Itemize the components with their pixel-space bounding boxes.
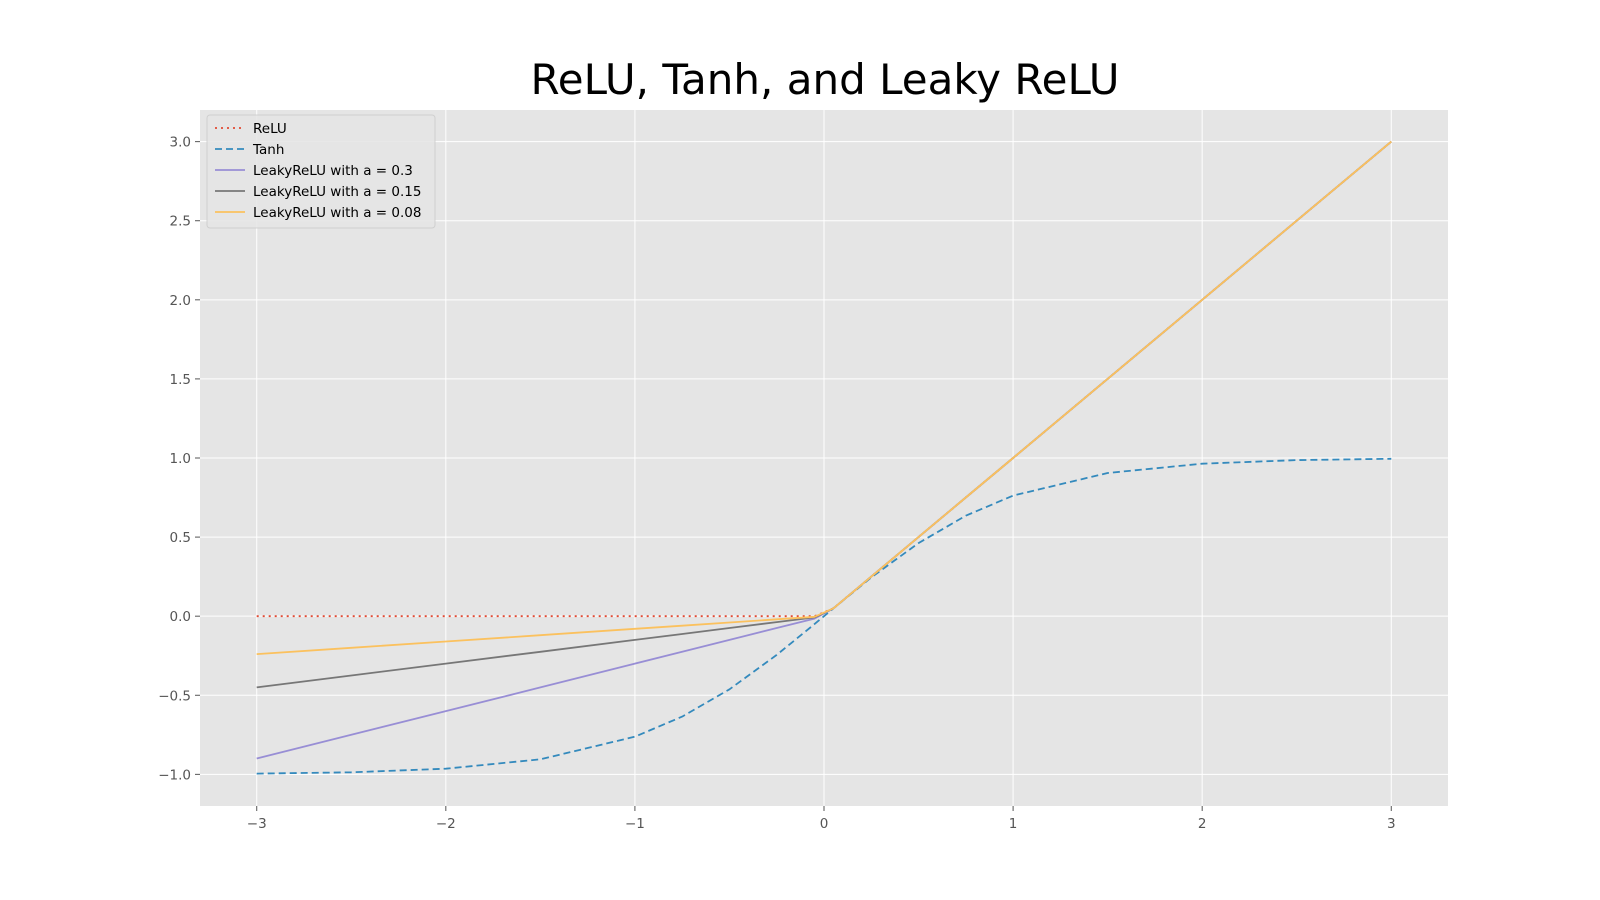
chart-title: ReLU, Tanh, and Leaky ReLU bbox=[530, 55, 1120, 104]
y-tick-label: 0.0 bbox=[170, 609, 191, 625]
x-tick-label: 1 bbox=[1009, 816, 1018, 832]
y-tick-label: 2.5 bbox=[170, 214, 191, 230]
x-tick-label: 2 bbox=[1198, 816, 1207, 832]
y-tick-label: 0.5 bbox=[170, 530, 191, 546]
y-tick-label: 3.0 bbox=[170, 135, 191, 151]
y-tick-label: −1.0 bbox=[158, 767, 191, 783]
y-tick-label: 2.0 bbox=[170, 293, 191, 309]
legend-label: ReLU bbox=[253, 121, 287, 137]
y-tick-label: 1.5 bbox=[170, 372, 191, 388]
x-axis: −3 −2 −1 0 1 2 3 bbox=[247, 806, 1396, 832]
y-tick-label: −0.5 bbox=[158, 688, 191, 704]
x-tick-label: −2 bbox=[436, 816, 456, 832]
series-line-leakyrelu-with-a-0-08 bbox=[256, 140, 1392, 655]
legend-label: LeakyReLU with a = 0.3 bbox=[253, 163, 413, 179]
y-tick-label: 1.0 bbox=[170, 451, 191, 467]
y-axis: −1.0 −0.5 0.0 0.5 1.0 1.5 2.0 2.5 3.0 bbox=[158, 135, 200, 783]
legend-label: LeakyReLU with a = 0.15 bbox=[253, 184, 421, 200]
x-tick-label: −1 bbox=[625, 816, 645, 832]
legend: ReLU Tanh LeakyReLU with a = 0.3 LeakyReLU … bbox=[206, 114, 436, 229]
legend-box bbox=[206, 114, 436, 229]
series-lines bbox=[256, 140, 1392, 775]
x-tick-label: 0 bbox=[820, 816, 829, 832]
x-tick-label: 3 bbox=[1387, 816, 1396, 832]
legend-label: Tanh bbox=[252, 142, 284, 158]
x-tick-label: −3 bbox=[247, 816, 267, 832]
series-line-tanh bbox=[256, 457, 1392, 775]
legend-label: LeakyReLU with a = 0.08 bbox=[253, 205, 421, 221]
